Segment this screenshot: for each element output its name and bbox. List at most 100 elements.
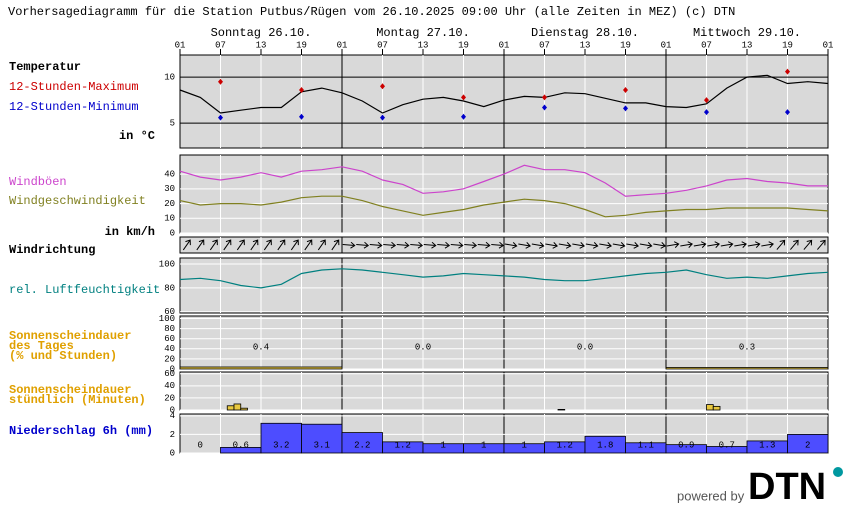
bar bbox=[301, 423, 343, 454]
arrow-shape bbox=[531, 242, 545, 249]
wind-arrow bbox=[209, 239, 218, 251]
arrow-shape bbox=[504, 242, 518, 249]
y-tick-label: 0 bbox=[170, 364, 175, 374]
arrow-shape bbox=[450, 241, 464, 249]
arrow-shape bbox=[612, 242, 626, 249]
hour-label: 01 bbox=[175, 40, 186, 50]
arrow-shape bbox=[317, 239, 326, 251]
y-tick-label: 40 bbox=[164, 344, 175, 354]
marker bbox=[218, 114, 223, 121]
arrow-shape bbox=[477, 241, 491, 249]
arrow-shape bbox=[223, 239, 232, 251]
value-label: 2 bbox=[805, 440, 810, 450]
arrow-shape bbox=[410, 241, 424, 249]
wind-arrow bbox=[693, 241, 707, 248]
marker bbox=[299, 86, 304, 93]
arrow-shape bbox=[518, 242, 531, 249]
wind-arrow bbox=[277, 239, 286, 251]
wind-arrow bbox=[250, 239, 259, 251]
marker bbox=[785, 109, 790, 116]
bar bbox=[226, 405, 235, 411]
wind-arrow bbox=[639, 242, 653, 249]
wind-arrow bbox=[342, 241, 356, 249]
arrow-shape bbox=[182, 239, 191, 251]
wind-arrow bbox=[518, 242, 531, 249]
legend-label: Windgeschwindigkeit bbox=[9, 194, 146, 208]
wind-arrow bbox=[464, 241, 478, 249]
wind-arrow bbox=[223, 239, 232, 251]
wind-arrow bbox=[450, 241, 464, 249]
arrow-shape bbox=[383, 241, 397, 249]
arrow-shape bbox=[666, 241, 680, 248]
wind-arrow bbox=[196, 239, 205, 251]
y-tick-label: 100 bbox=[159, 314, 175, 324]
row-label: stündlich (Minuten) bbox=[9, 393, 146, 407]
wind-arrow bbox=[572, 242, 585, 249]
wind-arrow bbox=[356, 241, 370, 249]
legend-label: Temperatur bbox=[9, 60, 81, 74]
wind-arrow bbox=[761, 241, 774, 248]
hour-label: 07 bbox=[701, 40, 712, 50]
value-label: 0.3 bbox=[739, 342, 755, 352]
y-tick-label: 10 bbox=[164, 214, 175, 224]
hour-label: 07 bbox=[377, 40, 388, 50]
bar bbox=[787, 434, 829, 454]
row-label: Sonnenscheindauer bbox=[9, 329, 131, 343]
arrow-shape bbox=[437, 241, 451, 249]
wind-arrow bbox=[734, 241, 747, 248]
value-label: 3.1 bbox=[314, 440, 330, 450]
arrow-shape bbox=[196, 239, 205, 251]
y-tick-label: 20 bbox=[164, 199, 175, 209]
logo: DTN bbox=[748, 466, 826, 508]
arrow-shape bbox=[626, 242, 639, 249]
value-label: 1.3 bbox=[759, 440, 775, 450]
arrow-shape bbox=[236, 239, 245, 251]
wind-arrow bbox=[437, 241, 451, 249]
wind-arrow bbox=[803, 239, 813, 250]
marker bbox=[461, 113, 466, 120]
arrow-shape bbox=[693, 241, 707, 248]
wind-arrow bbox=[290, 239, 299, 251]
bar bbox=[240, 407, 248, 411]
arrow-shape bbox=[464, 241, 478, 249]
marker bbox=[380, 83, 385, 90]
y-tick-label: 40 bbox=[164, 170, 175, 180]
y-tick-label: 60 bbox=[164, 334, 175, 344]
hour-label: 13 bbox=[742, 40, 753, 50]
value-label: 0.4 bbox=[253, 342, 269, 352]
legend-label: rel. Luftfeuchtigkeit bbox=[9, 283, 160, 297]
hour-label: 19 bbox=[458, 40, 469, 50]
row-label: Windrichtung bbox=[9, 243, 95, 257]
bar bbox=[179, 366, 343, 370]
hour-label: 07 bbox=[539, 40, 550, 50]
wind-arrow bbox=[531, 242, 545, 249]
marker bbox=[542, 104, 547, 111]
y-tick-label: 0 bbox=[170, 228, 175, 238]
line bbox=[179, 268, 829, 289]
powered-by: powered by bbox=[677, 488, 745, 503]
arrow-shape bbox=[545, 242, 558, 249]
wind-arrow bbox=[545, 242, 558, 249]
y-tick-label: 80 bbox=[164, 283, 175, 293]
y-tick-label: 0 bbox=[170, 448, 175, 458]
marker bbox=[623, 86, 628, 93]
arrow-shape bbox=[639, 242, 653, 249]
value-label: 1.1 bbox=[638, 440, 654, 450]
y-tick-label: 40 bbox=[164, 381, 175, 391]
wind-arrow bbox=[423, 241, 437, 249]
arrow-shape bbox=[423, 241, 437, 249]
marker bbox=[785, 68, 790, 75]
value-label: 1 bbox=[522, 440, 527, 450]
value-label: 1.2 bbox=[557, 440, 573, 450]
arrow-shape bbox=[653, 242, 666, 249]
hour-label: 19 bbox=[620, 40, 631, 50]
wind-arrow bbox=[477, 241, 491, 249]
y-tick-label: 20 bbox=[164, 393, 175, 403]
arrow-shape bbox=[369, 241, 383, 249]
arrow-shape bbox=[747, 241, 761, 248]
wind-arrow bbox=[331, 239, 340, 251]
legend-label: 12-Stunden-Minimum bbox=[9, 100, 139, 114]
y-tick-label: 0 bbox=[170, 405, 175, 415]
value-label: 0.7 bbox=[719, 440, 735, 450]
marker bbox=[542, 94, 547, 101]
